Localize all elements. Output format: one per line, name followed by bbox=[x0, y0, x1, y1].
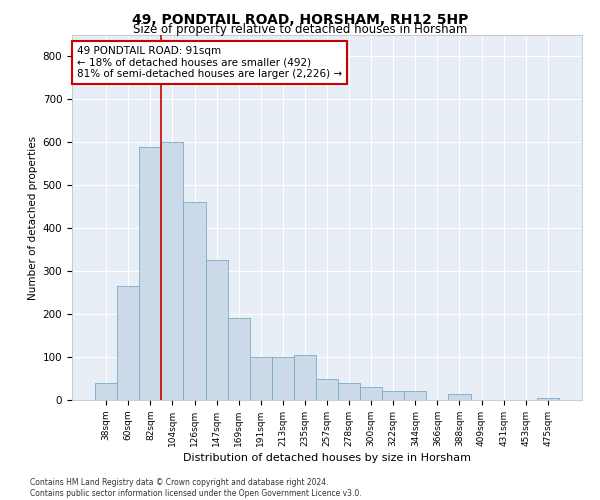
Bar bbox=[294, 355, 316, 400]
Bar bbox=[338, 383, 360, 400]
Text: Contains HM Land Registry data © Crown copyright and database right 2024.
Contai: Contains HM Land Registry data © Crown c… bbox=[30, 478, 362, 498]
Bar bbox=[161, 142, 184, 400]
Bar bbox=[537, 398, 559, 400]
Bar bbox=[448, 394, 470, 400]
Bar bbox=[206, 260, 227, 400]
Bar bbox=[117, 286, 139, 400]
Bar bbox=[272, 357, 294, 400]
Text: 49 PONDTAIL ROAD: 91sqm
← 18% of detached houses are smaller (492)
81% of semi-d: 49 PONDTAIL ROAD: 91sqm ← 18% of detache… bbox=[77, 46, 342, 79]
Bar bbox=[360, 387, 382, 400]
Bar bbox=[95, 383, 117, 400]
Bar bbox=[184, 202, 206, 400]
Text: 49, PONDTAIL ROAD, HORSHAM, RH12 5HP: 49, PONDTAIL ROAD, HORSHAM, RH12 5HP bbox=[132, 12, 468, 26]
Bar bbox=[316, 378, 338, 400]
Bar bbox=[404, 392, 427, 400]
Bar bbox=[139, 146, 161, 400]
Bar bbox=[250, 357, 272, 400]
Bar bbox=[227, 318, 250, 400]
Y-axis label: Number of detached properties: Number of detached properties bbox=[28, 136, 38, 300]
Bar bbox=[382, 392, 404, 400]
X-axis label: Distribution of detached houses by size in Horsham: Distribution of detached houses by size … bbox=[183, 453, 471, 463]
Text: Size of property relative to detached houses in Horsham: Size of property relative to detached ho… bbox=[133, 22, 467, 36]
